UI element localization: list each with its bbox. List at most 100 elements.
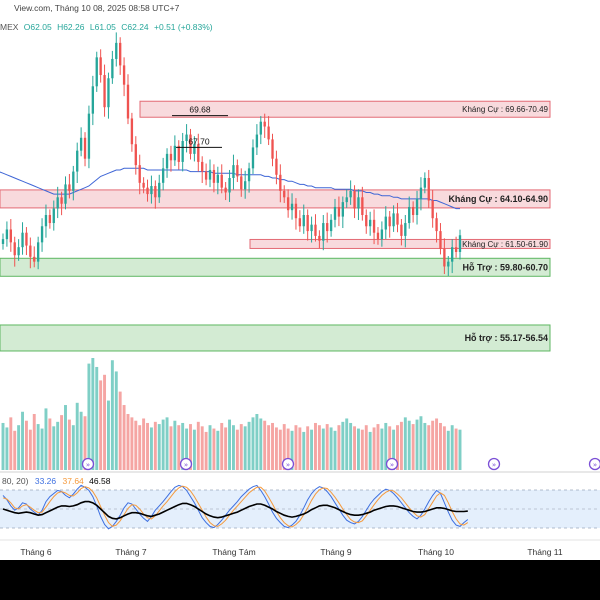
candle-body [376, 232, 380, 240]
event-marker [81, 457, 95, 471]
volume-bar [126, 414, 130, 470]
event-marker [385, 457, 399, 471]
volume-bar [306, 426, 310, 470]
candle-body [44, 215, 48, 227]
event-marker [588, 457, 600, 471]
candle-body [267, 126, 270, 140]
volume-bar [64, 405, 67, 470]
volume-bar [290, 430, 294, 470]
candle-body [150, 186, 153, 195]
volume-bar [165, 417, 169, 470]
candle-body [158, 182, 161, 198]
volume-bar [259, 418, 263, 470]
volume-bar [278, 429, 282, 470]
stoch-d-value: 37.64 [63, 476, 85, 486]
volume-bar [103, 374, 107, 470]
candle-body [9, 229, 12, 243]
candle-body [349, 190, 352, 198]
volume-bar [142, 418, 146, 470]
volume-bar [376, 424, 380, 470]
candle-body [302, 215, 305, 227]
candle-body [17, 247, 20, 256]
candle-body [72, 171, 75, 191]
candle-body [314, 224, 317, 236]
candle-body [396, 213, 399, 225]
candle-body [169, 153, 173, 161]
volume-bar [341, 421, 345, 470]
volume-bar [423, 422, 427, 470]
volume-bar [169, 426, 173, 470]
volume-bar [243, 426, 247, 470]
candle-body [134, 144, 137, 166]
ohlc-readout: MEX O62.05 H62.26 L61.05 C62.24 +0.51 (+… [0, 22, 213, 32]
candle-body [1, 239, 5, 244]
event-marker-glyph: » [492, 461, 496, 469]
candle-body [275, 158, 278, 175]
candle-body [326, 223, 329, 232]
zone-label: Kháng Cự : 61.50-61.90 [462, 240, 548, 249]
candle-body [286, 197, 290, 211]
volume-bar [138, 425, 142, 470]
candle-body [138, 165, 141, 183]
candle-body [111, 58, 114, 79]
zone-label: Hỗ Trợ : 59.80-60.70 [463, 262, 548, 272]
volume-bar [208, 425, 212, 470]
candle-body [95, 57, 98, 87]
candle-body [333, 206, 337, 220]
volume-bar [450, 425, 454, 470]
candle-body [122, 65, 126, 85]
volume-bar [399, 421, 403, 470]
volume-bar [79, 411, 83, 470]
volume-bar [192, 429, 196, 470]
candle-body [204, 171, 208, 180]
volume-bar [146, 422, 149, 470]
symbol-label: MEX [0, 22, 19, 32]
volume-bar [118, 391, 122, 470]
zone-support [0, 257, 551, 277]
candle-body [415, 198, 419, 215]
event-marker [487, 457, 501, 471]
candle-body [345, 197, 348, 203]
candle-body [451, 247, 454, 262]
candle-body [337, 206, 341, 217]
candle-body [126, 84, 130, 119]
volume-bar [356, 428, 360, 470]
volume-bar [337, 425, 341, 470]
candle-body [236, 165, 239, 177]
event-marker [179, 457, 193, 471]
candle-body [115, 42, 118, 59]
event-marker-glyph: » [86, 461, 90, 469]
volume-bar [329, 427, 333, 470]
volume-bar [251, 417, 255, 470]
candle-body [419, 187, 423, 199]
candle-body [423, 178, 427, 188]
candle-body [372, 219, 376, 233]
volume-bar [380, 428, 384, 470]
stoch-layer [2, 484, 469, 530]
low-value: L61.05 [90, 22, 116, 32]
volume-bar [271, 422, 274, 470]
candle-body [48, 215, 52, 224]
volume-bar [349, 422, 353, 470]
volume-bar [286, 428, 290, 470]
zone-support [0, 324, 551, 352]
candle-body [146, 187, 149, 195]
volume-bar [17, 425, 21, 470]
volume-bar [442, 426, 446, 470]
volume-bar [333, 430, 337, 470]
volume-bar [216, 430, 220, 470]
price-chart[interactable]: View.com, Tháng 10 08, 2025 08:58 UTC+7 … [0, 0, 600, 560]
volume-bar [40, 428, 44, 470]
volume-bar [24, 420, 28, 470]
volume-bar [9, 417, 13, 470]
volume-bar [212, 428, 216, 470]
volume-bar [239, 424, 243, 470]
volume-bar [48, 418, 52, 470]
candle-body [181, 141, 184, 162]
chart-title: View.com, Tháng 10 08, 2025 08:58 UTC+7 [14, 3, 180, 13]
annotations-layer: 69.68 67.70 [172, 105, 228, 148]
candle-body [427, 178, 430, 201]
candle-body [212, 169, 216, 183]
candle-body [5, 229, 9, 240]
volume-bar [134, 420, 138, 470]
